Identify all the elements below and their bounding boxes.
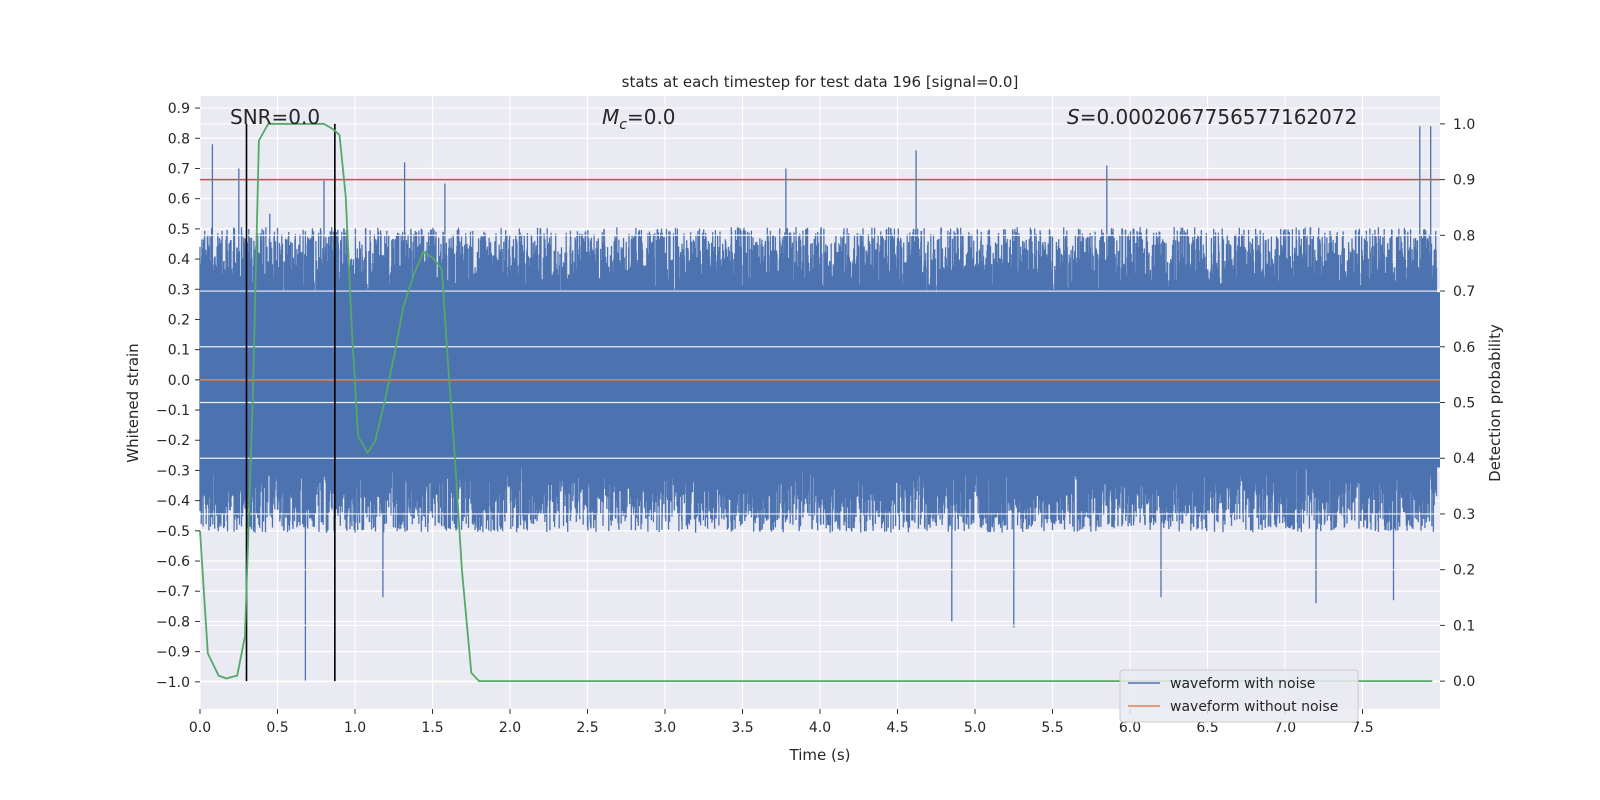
x-tick-label: 6.5: [1196, 720, 1218, 736]
y-tick-label: 0.2: [168, 312, 190, 328]
y-tick-label: −1.0: [156, 675, 190, 691]
y-tick-label: 0.0: [168, 373, 190, 389]
y-tick-label: −0.6: [156, 554, 190, 570]
x-tick-label: 7.5: [1351, 720, 1373, 736]
legend-box: [1119, 669, 1359, 723]
y-right-tick-label: 0.3: [1453, 507, 1475, 523]
y-tick-label: −0.7: [156, 584, 190, 600]
mc-symbol: M: [602, 105, 619, 129]
series-layer: [199, 126, 1440, 682]
x-tick-label: 3.0: [654, 720, 676, 736]
s-value: =0.0002067756577162072: [1080, 105, 1358, 129]
series-detection-probability: [199, 123, 1433, 682]
x-tick-label: 4.5: [886, 720, 908, 736]
y-tick-label: 0.3: [168, 282, 190, 298]
y-tick-label: 0.8: [168, 131, 190, 147]
x-tick-label: 2.0: [499, 720, 521, 736]
axes-layer: 0.0 0.5 1.0 1.5 2.0 2.5 3.0 3.5 4.0 4.5 5.0 5.5 6.0 6…: [156, 101, 1475, 736]
y-tick-label: −0.9: [156, 645, 190, 661]
x-tick-label: 0.0: [189, 720, 211, 736]
x-tick-label: 1.5: [421, 720, 443, 736]
x-tick-label: 7.0: [1274, 720, 1296, 736]
y-tick-label: 0.7: [168, 161, 190, 177]
legend-label-noise: waveform with noise: [1170, 676, 1315, 692]
y-right-axis-label: Detection probability: [1486, 324, 1504, 482]
y-tick-label: 0.6: [168, 192, 190, 208]
y-tick-label: −0.5: [156, 524, 190, 540]
y-tick-label: 0.5: [168, 222, 190, 238]
y-tick-label: 0.1: [168, 343, 190, 359]
y-right-tick-label: 1.0: [1453, 117, 1475, 133]
snr-annotation: SNR=0.0: [230, 105, 320, 129]
legend-label-clean: waveform without noise: [1170, 699, 1338, 715]
x-tick-label: 2.5: [576, 720, 598, 736]
y-right-tick-label: 0.6: [1453, 340, 1475, 356]
x-tick-label: 5.5: [1041, 720, 1063, 736]
y-tick-label: −0.8: [156, 614, 190, 630]
s-annotation: S=0.0002067756577162072: [1067, 105, 1357, 129]
y-right-tick-label: 0.2: [1453, 563, 1475, 579]
mc-value: =0.0: [627, 105, 676, 129]
x-axis-label: Time (s): [789, 746, 851, 764]
y-tick-label: −0.4: [156, 494, 190, 510]
mc-annotation: Mc=0.0: [602, 105, 676, 133]
y-right-tick-label: 0.9: [1453, 173, 1475, 189]
y-right-tick-label: 0.4: [1453, 451, 1475, 467]
x-tick-label: 5.0: [964, 720, 986, 736]
y-axis-label: Whitened strain: [124, 343, 142, 462]
x-tick-label: 0.5: [266, 720, 288, 736]
y-right-tick-label: 0.5: [1453, 396, 1475, 412]
x-tick-label: 4.0: [809, 720, 831, 736]
y-right-tick-label: 0.8: [1453, 228, 1475, 244]
x-tick-label: 6.0: [1119, 720, 1141, 736]
chart-title: stats at each timestep for test data 196…: [622, 73, 1019, 91]
x-tick-label: 3.5: [731, 720, 753, 736]
mc-subscript: c: [619, 117, 627, 133]
x-tick-label: 1.0: [344, 720, 366, 736]
y-tick-label: 0.9: [168, 101, 190, 117]
y-tick-label: −0.1: [156, 403, 190, 419]
y-tick-label: −0.2: [156, 433, 190, 449]
s-symbol: S: [1067, 105, 1080, 129]
y-tick-label: 0.4: [168, 252, 190, 268]
y-right-tick-label: 0.1: [1453, 618, 1475, 634]
y-right-tick-label: 0.7: [1453, 284, 1475, 300]
y-tick-label: −0.3: [156, 463, 190, 479]
legend: waveform with noise waveform without noi…: [1119, 669, 1359, 723]
y-right-tick-label: 0.0: [1453, 674, 1475, 690]
